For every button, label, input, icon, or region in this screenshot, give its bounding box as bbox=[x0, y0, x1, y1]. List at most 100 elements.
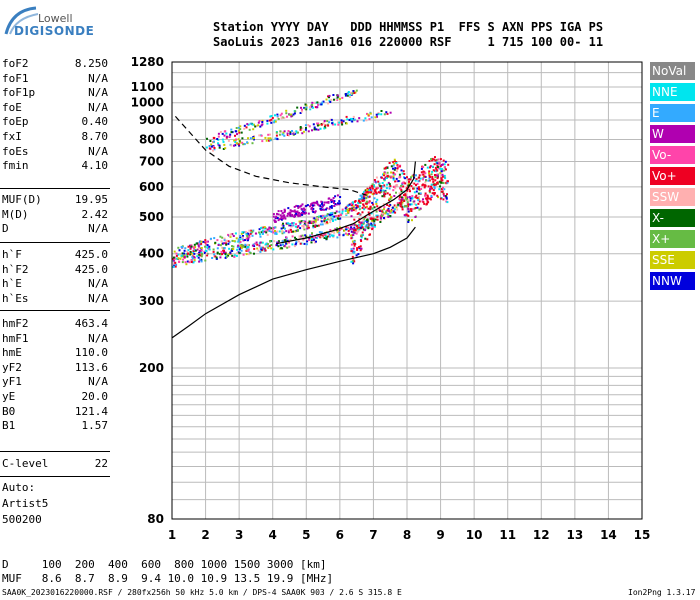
echo-point bbox=[323, 208, 325, 211]
echo-point bbox=[440, 170, 443, 173]
param-row: h`F 425.0 bbox=[2, 248, 108, 262]
param-row: foEp 0.40 bbox=[2, 115, 108, 129]
echo-point bbox=[367, 113, 370, 116]
echo-point bbox=[218, 146, 221, 149]
profile-line bbox=[171, 226, 416, 339]
echo-point bbox=[251, 142, 254, 145]
echo-point bbox=[323, 201, 326, 204]
echo-point bbox=[407, 184, 410, 187]
param-row: yE 20.0 bbox=[2, 390, 108, 404]
x-tick-label: 7 bbox=[369, 528, 377, 542]
echo-point bbox=[270, 121, 273, 124]
echo-point bbox=[201, 252, 203, 255]
plot-frame bbox=[171, 61, 643, 520]
echo-point bbox=[403, 176, 405, 179]
echo-point bbox=[446, 181, 449, 184]
echo-point bbox=[335, 98, 338, 101]
echo-point bbox=[325, 238, 328, 241]
echo-point bbox=[270, 247, 273, 250]
echo-point bbox=[428, 191, 431, 194]
echo-point bbox=[370, 187, 373, 190]
echo-point bbox=[281, 212, 284, 215]
echo-point bbox=[390, 209, 393, 211]
echo-point bbox=[445, 200, 448, 203]
echo-point bbox=[364, 220, 367, 222]
echo-point bbox=[263, 226, 266, 229]
echo-point bbox=[367, 227, 370, 230]
echo-point bbox=[407, 178, 410, 181]
echo-point bbox=[350, 234, 352, 237]
echo-point bbox=[279, 214, 282, 217]
echo-point bbox=[188, 261, 191, 264]
echo-point bbox=[271, 117, 274, 119]
echo-point bbox=[307, 226, 310, 229]
echo-point bbox=[389, 198, 392, 200]
echo-point bbox=[404, 193, 407, 196]
echo-point bbox=[422, 170, 425, 173]
x-tick-label: 1 bbox=[168, 528, 176, 542]
echo-point bbox=[380, 214, 383, 217]
echo-point bbox=[311, 106, 314, 109]
echo-point bbox=[299, 222, 302, 225]
param-name: hmF1 bbox=[2, 332, 29, 345]
echo-point bbox=[373, 184, 375, 187]
echo-point bbox=[352, 202, 354, 205]
echo-point bbox=[285, 236, 288, 239]
echo-point bbox=[205, 146, 208, 149]
param-name: foF1 bbox=[2, 72, 29, 85]
echo-point bbox=[370, 222, 373, 225]
echo-point bbox=[247, 238, 249, 241]
echo-point bbox=[261, 123, 264, 126]
param-name: M(D) bbox=[2, 208, 29, 221]
echo-point bbox=[424, 192, 427, 195]
echo-point bbox=[261, 140, 264, 143]
echo-point bbox=[298, 220, 301, 223]
echo-point bbox=[330, 118, 333, 121]
echo-point bbox=[438, 161, 441, 164]
echo-point bbox=[233, 139, 236, 142]
echo-point bbox=[358, 117, 361, 120]
echo-point bbox=[439, 172, 442, 174]
echo-point bbox=[416, 206, 419, 209]
echo-point bbox=[348, 96, 351, 98]
echo-point bbox=[276, 113, 279, 116]
echo-point bbox=[233, 144, 235, 147]
echo-point bbox=[390, 175, 393, 178]
echo-point bbox=[407, 219, 410, 222]
echo-point bbox=[396, 184, 399, 187]
echo-point bbox=[410, 210, 413, 212]
echo-point bbox=[282, 224, 285, 227]
echo-point bbox=[277, 213, 280, 216]
echo-point bbox=[216, 239, 219, 242]
echo-point bbox=[377, 186, 380, 189]
echo-point bbox=[326, 221, 328, 224]
echo-point bbox=[356, 227, 359, 230]
echo-point bbox=[410, 185, 413, 188]
echo-point bbox=[175, 254, 178, 257]
echo-point bbox=[373, 185, 376, 188]
echo-point bbox=[436, 166, 439, 168]
echo-point bbox=[393, 162, 396, 165]
echo-point bbox=[413, 182, 416, 185]
echo-point bbox=[424, 197, 427, 200]
echo-point bbox=[358, 208, 361, 211]
echo-point bbox=[307, 130, 310, 133]
echo-point bbox=[299, 227, 302, 230]
echo-point bbox=[221, 138, 224, 141]
echo-point bbox=[227, 254, 230, 257]
echo-point bbox=[257, 124, 260, 127]
echo-point bbox=[394, 211, 397, 214]
echo-point bbox=[423, 175, 426, 178]
echo-point bbox=[183, 249, 186, 252]
echo-point bbox=[307, 212, 310, 215]
param-value: 4.10 bbox=[81, 159, 109, 172]
echo-point bbox=[300, 204, 303, 207]
echo-point bbox=[350, 93, 353, 96]
param-value: N/A bbox=[88, 101, 108, 114]
echo-point bbox=[183, 252, 186, 255]
echo-point bbox=[415, 184, 417, 186]
echo-point bbox=[389, 204, 392, 206]
echo-point bbox=[434, 174, 436, 176]
echo-point bbox=[389, 185, 392, 187]
echo-point bbox=[347, 208, 350, 211]
